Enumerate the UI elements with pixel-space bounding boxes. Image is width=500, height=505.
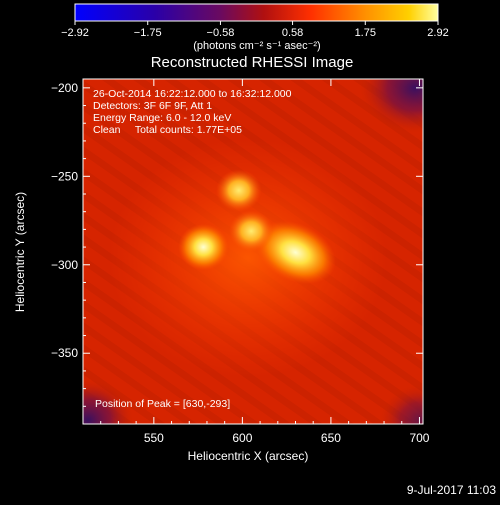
x-axis: 550 600 650 700 — [100, 79, 430, 445]
plot-frame — [82, 78, 424, 425]
x-axis-label: Heliocentric X (arcsec) — [188, 449, 309, 463]
heatmap-corner-bottom-right — [380, 385, 423, 424]
colorbar-tick-label: −1.75 — [134, 27, 162, 39]
colorbar-gradient — [74, 3, 439, 22]
y-axis: −200 −250 −300 −350 — [51, 81, 423, 407]
annotations: 26-Oct-2014 16:22:12.000 to 16:32:12.000… — [93, 88, 292, 410]
annotation-clean-counts: Clean Total counts: 1.77E+05 — [93, 124, 242, 136]
colorbar-tick-label: 1.75 — [355, 27, 376, 39]
x-tick-label: 600 — [232, 431, 252, 445]
colorbar-tick-label: 0.58 — [282, 27, 303, 39]
heatmap-corner-bottom-left — [83, 380, 133, 424]
colorbar-tick-label: −0.58 — [207, 27, 235, 39]
y-axis-label: Heliocentric Y (arcsec) — [13, 192, 27, 312]
x-tick-label: 550 — [144, 431, 164, 445]
colorbar-ticks: −2.92 −1.75 −0.58 0.58 1.75 2.92 — [61, 21, 449, 39]
emission-source — [178, 223, 229, 271]
y-tick-label: −350 — [51, 346, 78, 360]
heatmap-halo — [108, 138, 388, 378]
emission-source — [255, 220, 336, 284]
chart-title: Reconstructed RHESSI Image — [151, 54, 354, 71]
y-tick-label: −300 — [51, 258, 78, 272]
colorbar-tick-label: 2.92 — [427, 27, 448, 39]
colorbar-tick-label: −2.92 — [61, 27, 89, 39]
y-tick-label: −200 — [51, 81, 78, 95]
annotation-time-range: 26-Oct-2014 16:22:12.000 to 16:32:12.000 — [93, 88, 292, 100]
heatmap-image — [83, 79, 423, 424]
emission-source — [216, 169, 262, 212]
colorbar: −2.92 −1.75 −0.58 0.58 1.75 2.92 (photons cm⁻… — [61, 3, 449, 52]
heatmap-corner-top-right — [360, 79, 423, 133]
heatmap-sources — [178, 169, 336, 284]
x-tick-label: 650 — [321, 431, 341, 445]
y-tick-label: −250 — [51, 169, 78, 183]
peak-position-label: Position of Peak = [630,-293] — [95, 398, 230, 410]
annotation-detectors: Detectors: 3F 6F 9F, Att 1 — [93, 100, 212, 112]
annotation-energy-range: Energy Range: 6.0 - 12.0 keV — [93, 112, 231, 124]
colorbar-unit-label: (photons cm⁻² s⁻¹ asec⁻²) — [193, 40, 320, 52]
x-tick-label: 700 — [409, 431, 429, 445]
emission-source — [228, 210, 274, 252]
plot-date: 9-Jul-2017 11:03 — [406, 483, 496, 497]
